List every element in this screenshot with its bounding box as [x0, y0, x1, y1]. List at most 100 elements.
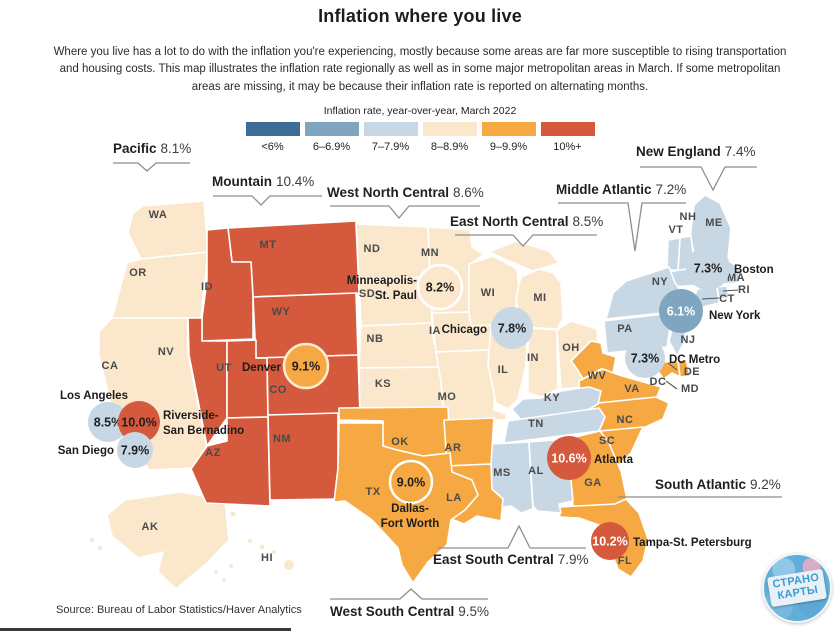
state-al-label: AL	[528, 465, 544, 477]
legend-bin-label-3: 8–8.9%	[430, 141, 469, 153]
metro-sandiego-value: 7.9%	[121, 444, 150, 458]
metro-denver-circle	[282, 342, 330, 390]
state-wi-label: WI	[481, 287, 495, 299]
state-hi-island-0	[230, 511, 236, 517]
region-pacific-label: Pacific 8.1%	[113, 141, 191, 156]
metro-newyork-value: 6.1%	[667, 305, 696, 319]
region-mountain-pointer	[213, 195, 322, 206]
state-il-label: IL	[498, 364, 509, 376]
state-me-label: ME	[705, 217, 723, 229]
state-ak-shape	[106, 491, 230, 590]
bottom-border-line	[0, 628, 291, 631]
source-credit: Source: Bureau of Labor Statistics/Haver…	[56, 604, 302, 616]
watermark-label-box: СТРАНО КАРТЫ	[766, 568, 828, 608]
region-esc-label: East South Central 7.9%	[433, 552, 589, 567]
metro-chicago-label: Chicago	[442, 324, 487, 336]
region-matl-pointer	[558, 202, 686, 252]
region-mountain-label: Mountain 10.4%	[212, 174, 314, 189]
metro-sandiego-label: San Diego	[58, 445, 114, 457]
region-wnc-pointer	[330, 205, 480, 220]
state-id-label: ID	[201, 281, 213, 293]
state-ms-label: MS	[493, 467, 511, 479]
state-wa-shape	[127, 200, 209, 260]
metro-la-label: Los Angeles	[60, 390, 128, 402]
region-enc-label: East North Central 8.5%	[450, 214, 603, 229]
state-fl-label: FL	[618, 555, 632, 567]
legend-item-3: 8–8.9%	[422, 122, 477, 153]
state-nm-shape	[267, 412, 339, 501]
metro-denver-label: Denver	[242, 362, 282, 374]
state-hi-label: HI	[261, 552, 273, 564]
legend-swatch-4	[481, 122, 536, 136]
state-ks-shape	[358, 366, 449, 409]
metro-minneapolis-label-1: St. Paul	[375, 290, 417, 302]
state-ks-label: KS	[375, 378, 391, 390]
state-mi-label: MI	[533, 292, 546, 304]
metro-la-value: 8.5%	[94, 416, 123, 430]
metro-dallas-label-1: Fort Worth	[381, 518, 440, 530]
state-hi-island-4	[284, 560, 294, 570]
state-sd-label: SD	[359, 288, 375, 300]
state-ar-label: AR	[445, 442, 462, 454]
state-de-label: DE	[684, 366, 700, 378]
state-mi-shape	[488, 240, 560, 272]
legend-swatch-3	[422, 122, 477, 136]
state-la-label: LA	[446, 492, 462, 504]
legend-item-5: 10%+	[540, 122, 595, 153]
metro-atlanta-value: 10.6%	[551, 452, 586, 466]
metro-minneapolis-value: 8.2%	[426, 281, 455, 295]
page-title: Inflation where you live	[318, 6, 522, 26]
metro-tampa-label: Tampa-St. Petersburg	[633, 537, 752, 549]
small-state-connector-3	[665, 380, 678, 390]
state-ak-label: AK	[142, 521, 159, 533]
state-hi-island-3	[272, 550, 276, 554]
state-ga-label: GA	[584, 477, 602, 489]
metro-sandiego-circle	[117, 432, 153, 468]
state-tx-label: TX	[365, 486, 380, 498]
legend-item-4: 9–9.9%	[481, 122, 536, 153]
state-wv-label: WV	[588, 370, 607, 382]
legend-title: Inflation rate, year-over-year, March 20…	[323, 105, 517, 117]
legend-item-1: 6–6.9%	[304, 122, 359, 153]
state-az-label: AZ	[205, 447, 221, 459]
state-or-shape	[111, 251, 209, 319]
state-ia-label: IA	[429, 325, 441, 337]
metro-boston-circle	[686, 246, 730, 290]
region-wsc-pointer	[330, 588, 488, 600]
region-ne-label: New England 7.4%	[636, 144, 756, 159]
metro-newyork-label: New York	[709, 310, 761, 322]
metro-riverside-value: 10.0%	[121, 416, 156, 430]
metro-minneapolis-label: Minneapolis-	[347, 275, 417, 287]
state-ak-island-3	[222, 578, 226, 582]
legend-bin-label-0: <6%	[261, 141, 284, 153]
state-dc-label: DC	[650, 376, 667, 388]
stranokarty-watermark-badge: СТРАНО КАРТЫ	[762, 553, 832, 623]
metro-atlanta-circle	[547, 436, 591, 480]
legend-bin-label-1: 6–6.9%	[312, 141, 351, 153]
state-nm-label: NM	[273, 433, 291, 445]
state-tn-shape	[503, 407, 606, 444]
state-sc-label: SC	[599, 435, 615, 447]
metro-minneapolis-circle	[416, 263, 464, 311]
region-wnc-label: West North Central 8.6%	[327, 185, 484, 200]
state-id-shape	[201, 227, 254, 342]
region-matl-label: Middle Atlantic 7.2%	[556, 182, 686, 197]
metro-dallas-value: 9.0%	[397, 476, 426, 490]
legend-item-0: <6%	[245, 122, 300, 153]
metro-riverside-label-1: San Bernadino	[163, 425, 244, 437]
state-ak-island-4	[229, 564, 233, 568]
legend-item-2: 7–7.9%	[363, 122, 418, 153]
state-oh-label: OH	[562, 342, 580, 354]
state-nj-label: NJ	[680, 334, 695, 346]
state-in-label: IN	[527, 352, 539, 364]
metro-tampa-value: 10.2%	[592, 535, 627, 549]
state-hi-island-1	[248, 539, 252, 543]
metro-riverside-circle	[118, 401, 160, 443]
legend-swatch-2	[363, 122, 418, 136]
legend-swatch-1	[304, 122, 359, 136]
state-ma-label: MA	[727, 272, 745, 284]
state-wy-label: WY	[272, 306, 291, 318]
small-state-connector-0	[722, 289, 739, 292]
metro-atlanta-label: Atlanta	[594, 454, 634, 466]
